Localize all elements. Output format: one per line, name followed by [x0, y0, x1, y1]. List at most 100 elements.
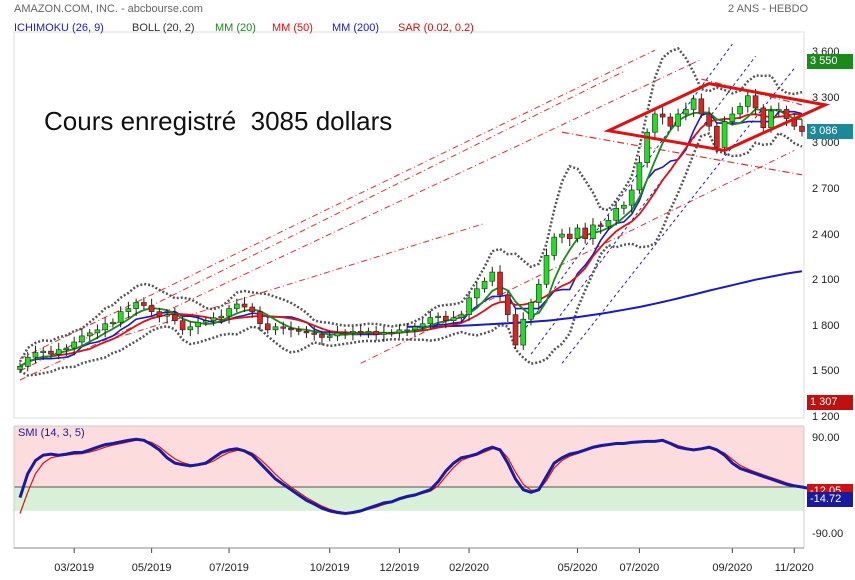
indicator-label: MM (20) [215, 22, 256, 34]
candle-body [404, 329, 410, 332]
candle-body [156, 311, 163, 317]
price-tick-label: 2 400 [812, 228, 840, 241]
candle-body [690, 98, 697, 110]
candle-body [412, 326, 418, 331]
price-grid [13, 31, 805, 419]
candle-body [520, 318, 527, 346]
candle-body [458, 314, 465, 318]
price-value-tag: 3 550 [807, 53, 853, 69]
candle-body [71, 341, 77, 349]
candle-body [148, 305, 155, 312]
candle-body [799, 125, 805, 132]
candle-body [125, 308, 132, 312]
candle-body [63, 347, 70, 350]
candle-body [559, 233, 565, 238]
candle-body [117, 311, 124, 323]
price-tick-label: 3 000 [812, 137, 840, 150]
diamond-pattern [603, 82, 831, 153]
candle-body [760, 107, 767, 128]
candle-body [419, 323, 426, 328]
candle-body [241, 303, 248, 308]
price-annotation: Cours enregistré 3085 dollars [44, 106, 393, 136]
bollinger-lower [19, 131, 803, 377]
candle-body [24, 356, 31, 367]
candle-body [775, 109, 782, 112]
price-tick-label: 1 800 [812, 319, 840, 332]
oversold-zone [14, 487, 804, 511]
candle-body [203, 320, 209, 323]
candle-body [450, 317, 457, 322]
time-tick-label: 07/2020 [619, 562, 660, 574]
candle-body [745, 95, 751, 107]
candle-body [528, 302, 534, 320]
candle-body [551, 236, 558, 256]
candle-body [48, 350, 54, 355]
candle-body [706, 113, 712, 127]
candle-body [489, 271, 496, 282]
candle-body [79, 335, 85, 343]
chart-title: AMAZON.COM, INC. - abcbourse.com [14, 3, 203, 15]
time-tick-label: 12/2019 [379, 562, 420, 574]
indicator-label: MM (50) [272, 22, 313, 34]
candle-body [102, 323, 108, 331]
indicator-label: MM (200) [332, 22, 380, 34]
price-tick-label: 3 300 [812, 91, 840, 104]
candle-body [357, 331, 364, 334]
red-channel-line [19, 70, 625, 372]
candle-body [590, 224, 596, 239]
candle-body [110, 321, 116, 325]
candle-body [288, 328, 294, 331]
smi-label: SMI (14, 3, 5) [18, 427, 85, 439]
candle-body [729, 113, 736, 122]
smi-tick-label: 90.00 [812, 432, 840, 445]
price-value-tag: 1 307 [807, 394, 853, 410]
candle-body [32, 352, 39, 358]
candle-body [17, 366, 23, 370]
candle-body [566, 233, 573, 239]
candle-body [597, 224, 604, 227]
time-tick-label: 02/2020 [449, 562, 489, 574]
candle-body [164, 314, 170, 317]
candle-body [264, 323, 271, 331]
candle-body [218, 315, 225, 318]
diamond-shape [603, 82, 831, 153]
candle-body [427, 317, 434, 325]
candle-body [257, 311, 263, 325]
timeframe-label: 2 ANS - HEBDO [728, 3, 809, 15]
candle-body [628, 189, 635, 206]
candle-body [311, 332, 318, 335]
red-channel-line [19, 49, 656, 360]
price-plot-frame [13, 31, 805, 419]
candle-body [481, 280, 488, 290]
candle-body [141, 302, 147, 306]
indicator-label: BOLL (20, 2) [132, 22, 195, 34]
indicator-label: SAR (0.02, 0.2) [398, 22, 474, 34]
candle-body [210, 317, 217, 322]
candle-body [497, 271, 503, 296]
candle-body [195, 321, 201, 328]
candle-body [295, 329, 302, 332]
candle-body [504, 294, 511, 315]
candle-body [636, 162, 643, 191]
mm200-line [407, 270, 803, 328]
candle-body [40, 350, 47, 353]
candle-body [373, 331, 379, 335]
candle-body [342, 332, 348, 335]
price-tick-label: 2 100 [812, 274, 840, 287]
candle-body [783, 109, 790, 119]
candle-body [543, 255, 550, 285]
candle-body [698, 98, 705, 115]
indicator-lines [18, 46, 803, 377]
candle-body [326, 335, 333, 338]
candles [17, 88, 805, 374]
smi-value-tag: -14.72 [807, 491, 853, 507]
candle-body [396, 329, 403, 334]
candle-body [350, 331, 356, 334]
candle-body [512, 314, 519, 346]
candle-body [133, 302, 139, 309]
candle-body [233, 303, 240, 309]
candle-body [381, 332, 387, 335]
time-tick-label: 05/2019 [131, 562, 172, 574]
candle-body [613, 207, 619, 221]
